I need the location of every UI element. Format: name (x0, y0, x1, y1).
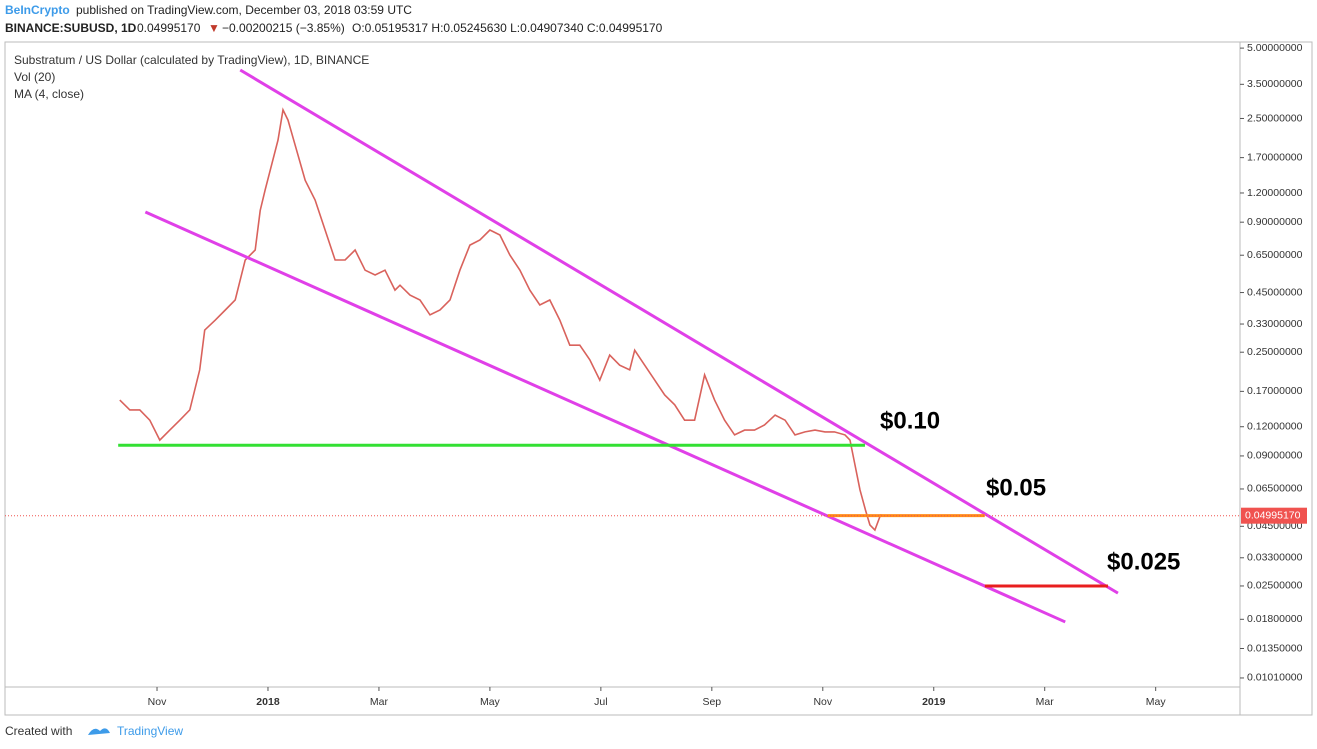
plot-frame (4, 41, 1241, 688)
annotation: $0.10 (880, 407, 940, 434)
y-tick-label: 5.00000000 (1247, 42, 1303, 54)
legend-vol: Vol (20) (14, 70, 55, 84)
y-tick-label: 0.03300000 (1247, 552, 1303, 564)
y-tick-label: 0.65000000 (1247, 249, 1303, 261)
y-tick-label: 0.33000000 (1247, 318, 1303, 330)
price-axis (1239, 41, 1313, 716)
date-axis (4, 686, 1241, 716)
y-tick-label: 3.50000000 (1247, 78, 1303, 90)
change: −0.00200215 (−3.85%) (222, 21, 345, 35)
x-tick-label: May (480, 696, 501, 708)
x-tick-label: Nov (148, 696, 167, 708)
footer-created: Created with (5, 724, 72, 738)
x-tick-label: 2019 (922, 696, 946, 708)
publisher[interactable]: BeInCrypto (5, 3, 70, 17)
y-tick-label: 1.70000000 (1247, 151, 1303, 163)
y-tick-label: 0.01350000 (1247, 642, 1303, 654)
level-line (144, 210, 1066, 624)
last-price-label: 0.04995170 (1245, 509, 1301, 521)
symbol: BINANCE:SUBUSD, 1D (5, 21, 137, 35)
legend-ma: MA (4, close) (14, 87, 84, 101)
annotation: $0.05 (986, 474, 1046, 501)
y-tick-label: 0.12000000 (1247, 421, 1303, 433)
price-line (119, 107, 887, 532)
x-tick-label: Sep (702, 696, 721, 708)
arrow: ▼ (208, 21, 220, 35)
x-tick-label: May (1146, 696, 1167, 708)
ohlc: O:0.05195317 H:0.05245630 L:0.04907340 C… (352, 21, 663, 35)
y-tick-label: 0.45000000 (1247, 286, 1303, 298)
y-tick-label: 0.09000000 (1247, 450, 1303, 462)
y-tick-label: 0.17000000 (1247, 385, 1303, 397)
y-tick-label: 0.25000000 (1247, 346, 1303, 358)
x-tick-label: Jul (594, 696, 607, 708)
y-tick-label: 0.01010000 (1247, 672, 1303, 684)
last-price-tag (1241, 507, 1307, 524)
y-tick-label: 0.90000000 (1247, 216, 1303, 228)
y-tick-label: 2.50000000 (1247, 112, 1303, 124)
footer-brand[interactable]: TradingView (117, 724, 183, 738)
annotation: $0.025 (1107, 548, 1180, 575)
y-tick-label: 1.20000000 (1247, 187, 1303, 199)
last: 0.04995170 (137, 21, 201, 35)
published: published on TradingView.com, December 0… (76, 3, 412, 17)
y-tick-label: 0.06500000 (1247, 483, 1303, 495)
y-tick-label: 0.01800000 (1247, 613, 1303, 625)
x-tick-label: Mar (1036, 696, 1055, 708)
x-tick-label: Nov (813, 696, 832, 708)
y-tick-label: 0.02500000 (1247, 580, 1303, 592)
level-line (239, 68, 1119, 595)
x-tick-label: Mar (370, 696, 389, 708)
logo (88, 728, 110, 735)
x-tick-label: 2018 (256, 696, 280, 708)
legend-title: Substratum / US Dollar (calculated by Tr… (14, 53, 369, 67)
